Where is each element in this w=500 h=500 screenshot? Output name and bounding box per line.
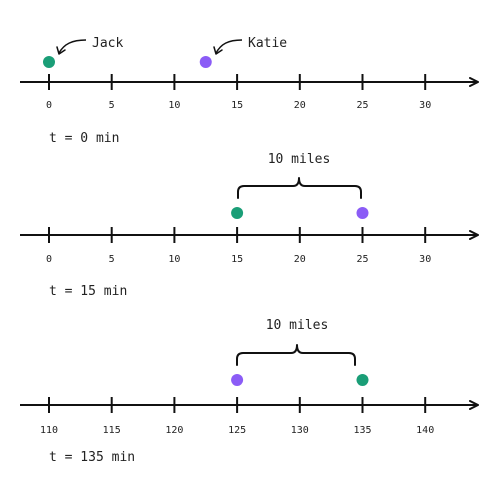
jack-marker — [43, 56, 55, 68]
tick-group: 110 115 120 125 130 135 140 — [40, 397, 434, 436]
tick-label: 30 — [419, 100, 431, 111]
katie-label: Katie — [248, 36, 287, 51]
jack-label: Jack — [92, 36, 123, 51]
tick-label: 25 — [356, 100, 368, 111]
tick-group: 0 5 10 15 20 25 30 — [46, 74, 431, 111]
gap-brace — [237, 177, 362, 199]
gap-brace — [236, 344, 356, 366]
katie-pointer-arrowhead — [213, 46, 223, 55]
katie-pointer-arrow — [215, 39, 243, 54]
tick-label: 30 — [419, 254, 431, 265]
time-label: t = 15 min — [49, 284, 127, 299]
tick-label: 20 — [294, 100, 306, 111]
jack-marker — [231, 207, 244, 219]
jack-pointer-arrow — [58, 39, 87, 54]
katie-marker — [231, 374, 244, 386]
gap-label: 10 miles — [268, 152, 331, 167]
tick-label: 130 — [291, 425, 309, 436]
tick-label: 0 — [46, 254, 52, 265]
jack-pointer-arrowhead — [56, 46, 66, 55]
gap-label: 10 miles — [266, 318, 329, 333]
time-label: t = 135 min — [49, 450, 135, 465]
tick-label: 135 — [353, 425, 371, 436]
tick-label: 120 — [165, 425, 183, 436]
tick-label: 10 — [168, 100, 180, 111]
panel-t0: 0 5 10 15 20 25 30 Jack Katie t = 0 min — [20, 36, 479, 146]
tick-label: 10 — [168, 254, 180, 265]
panel-t135: 10 miles 110 115 120 125 130 135 140 t = 135 m… — [20, 318, 479, 465]
tick-label: 125 — [228, 425, 246, 436]
tick-label: 15 — [231, 254, 243, 265]
panel-t15: 10 miles 0 5 10 15 20 25 30 t = 15 min — [20, 152, 479, 299]
tick-label: 110 — [40, 425, 58, 436]
tick-label: 140 — [416, 425, 434, 436]
tick-label: 20 — [294, 254, 306, 265]
katie-marker — [199, 56, 212, 68]
katie-marker — [356, 207, 369, 219]
tick-group: 0 5 10 15 20 25 30 — [46, 227, 431, 265]
jack-marker — [356, 374, 369, 386]
tick-label: 25 — [356, 254, 368, 265]
tick-label: 15 — [231, 100, 243, 111]
tick-label: 5 — [109, 254, 115, 265]
tick-label: 0 — [46, 100, 52, 111]
tick-label: 5 — [109, 100, 115, 111]
time-label: t = 0 min — [49, 131, 119, 146]
tick-label: 115 — [103, 425, 121, 436]
